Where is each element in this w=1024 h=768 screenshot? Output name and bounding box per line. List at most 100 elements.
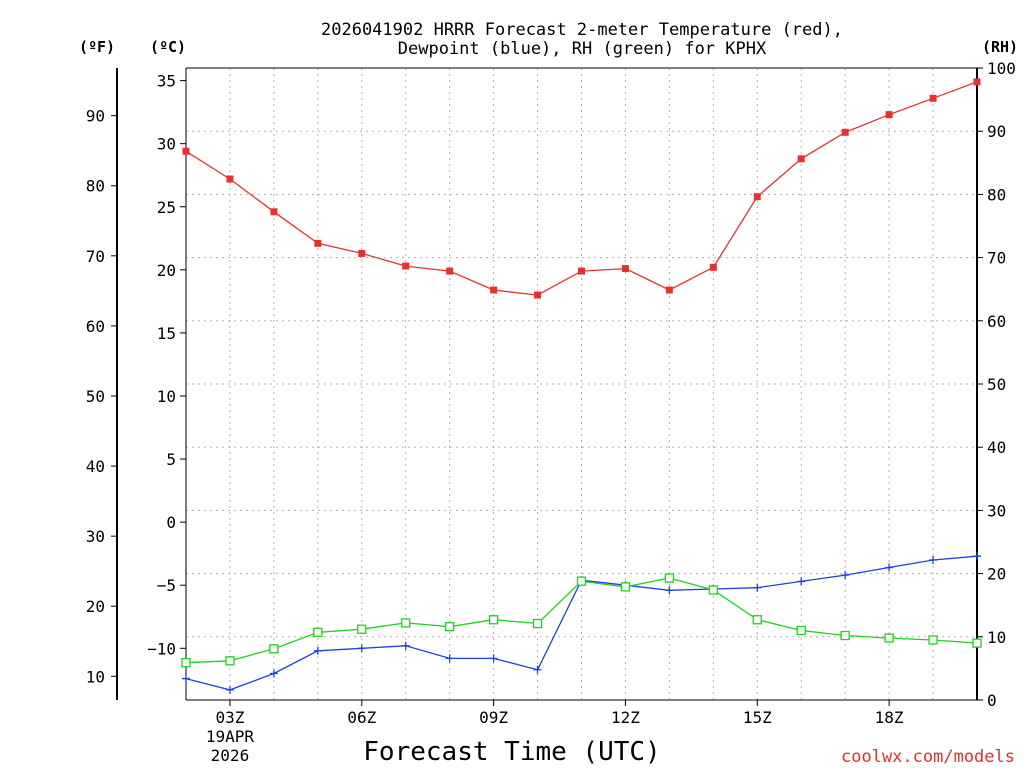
temperature-point-13 bbox=[665, 286, 673, 294]
f-tick-label-90: 90 bbox=[86, 107, 105, 126]
dewpoint-point-7 bbox=[401, 641, 410, 650]
temperature-point-8 bbox=[446, 267, 454, 275]
x-tick-label-3: 03Z bbox=[215, 708, 244, 727]
rh-point-8 bbox=[445, 622, 455, 632]
temperature-point-16 bbox=[797, 155, 805, 163]
temperature-point-3 bbox=[226, 175, 234, 183]
temperature-point-17 bbox=[841, 128, 849, 136]
temperature-point-14 bbox=[709, 263, 717, 271]
temperature-point-4 bbox=[270, 208, 278, 216]
rh-point-17 bbox=[840, 630, 850, 641]
rh-point-11 bbox=[576, 576, 587, 586]
c-tick-label--10: −10 bbox=[147, 639, 176, 658]
rh-tick-label-70: 70 bbox=[987, 249, 1006, 268]
x-tick-date: 19APR bbox=[206, 727, 255, 746]
f-tick-label-70: 70 bbox=[86, 247, 105, 266]
f-tick-label-50: 50 bbox=[86, 387, 105, 406]
rh-tick-label-0: 0 bbox=[987, 691, 997, 710]
rh-point-4 bbox=[269, 644, 279, 654]
temperature-point-5 bbox=[314, 239, 322, 247]
temperature-point-7 bbox=[402, 262, 410, 270]
f-tick-label-80: 80 bbox=[86, 177, 105, 196]
rh-point-14 bbox=[708, 585, 718, 595]
f-tick-label-30: 30 bbox=[86, 527, 105, 546]
dewpoint-point-17 bbox=[841, 571, 850, 580]
c-tick-label-30: 30 bbox=[157, 135, 176, 154]
unit-celsius: (ºC) bbox=[150, 38, 186, 56]
dewpoint-point-10 bbox=[533, 665, 542, 674]
credit-label: coolwx.com/models bbox=[841, 747, 1015, 767]
rh-point-20 bbox=[972, 638, 982, 648]
rh-point-13 bbox=[664, 573, 675, 583]
dewpoint-point-20 bbox=[973, 552, 981, 561]
dewpoint-point-8 bbox=[445, 654, 454, 663]
dewpoint-point-2 bbox=[182, 674, 190, 683]
rh-point-5 bbox=[313, 627, 323, 638]
dewpoint-point-6 bbox=[357, 644, 366, 653]
chart-subtitle: Dewpoint (blue), RH (green) for KPHX bbox=[398, 39, 767, 59]
data-series bbox=[181, 78, 982, 694]
rh-point-2 bbox=[181, 658, 191, 668]
temperature-point-11 bbox=[578, 267, 585, 275]
unit-fahrenheit: (ºF) bbox=[79, 38, 115, 56]
dewpoint-point-9 bbox=[489, 654, 498, 663]
rh-point-6 bbox=[357, 624, 367, 634]
dewpoint-point-5 bbox=[313, 646, 322, 655]
rh-tick-label-20: 20 bbox=[987, 565, 1006, 584]
rh-tick-label-30: 30 bbox=[987, 501, 1006, 520]
rh-point-3 bbox=[225, 656, 235, 666]
c-tick-label-5: 5 bbox=[166, 450, 176, 469]
rh-tick-label-80: 80 bbox=[987, 185, 1006, 204]
c-tick-label-35: 35 bbox=[157, 72, 176, 91]
dewpoint-point-4 bbox=[269, 669, 278, 678]
dewpoint-point-3 bbox=[225, 685, 234, 694]
c-tick-label-10: 10 bbox=[157, 387, 176, 406]
temperature-point-2 bbox=[182, 147, 190, 155]
chart-title: 2026041902 HRRR Forecast 2-meter Tempera… bbox=[321, 20, 843, 40]
f-tick-label-60: 60 bbox=[86, 317, 105, 336]
dewpoint-point-18 bbox=[885, 563, 894, 572]
f-tick-label-10: 10 bbox=[86, 667, 105, 686]
x-tick-label-9: 09Z bbox=[479, 708, 508, 727]
c-tick-label-25: 25 bbox=[157, 198, 176, 217]
dewpoint-point-16 bbox=[797, 577, 806, 586]
c-tick-label-15: 15 bbox=[157, 324, 176, 343]
x-tick-label-6: 06Z bbox=[347, 708, 376, 727]
c-tick-label--5: −5 bbox=[157, 576, 176, 595]
rh-tick-label-60: 60 bbox=[987, 312, 1006, 331]
rh-tick-label-10: 10 bbox=[987, 628, 1006, 647]
x-tick-label-12: 12Z bbox=[611, 708, 640, 727]
c-tick-label-0: 0 bbox=[166, 513, 176, 532]
f-tick-label-20: 20 bbox=[86, 597, 105, 616]
rh-point-18 bbox=[884, 633, 894, 643]
unit-rh: (RH) bbox=[982, 38, 1018, 56]
rh-point-10 bbox=[532, 618, 543, 629]
x-tick-label-18: 18Z bbox=[875, 708, 904, 727]
rh-point-16 bbox=[796, 625, 806, 636]
x-tick-label-15: 15Z bbox=[743, 708, 772, 727]
temperature-point-19 bbox=[929, 94, 937, 102]
temperature-point-12 bbox=[621, 265, 629, 273]
temperature-point-9 bbox=[490, 286, 498, 294]
rh-point-9 bbox=[488, 615, 499, 625]
x-axis-label: Forecast Time (UTC) bbox=[363, 737, 660, 767]
rh-tick-label-90: 90 bbox=[987, 122, 1006, 141]
rh-tick-label-50: 50 bbox=[987, 375, 1006, 394]
temperature-point-20 bbox=[973, 78, 981, 86]
temperature-point-18 bbox=[885, 111, 893, 119]
rh-point-19 bbox=[928, 635, 938, 645]
dewpoint-point-19 bbox=[929, 555, 938, 564]
rh-tick-label-100: 100 bbox=[987, 59, 1016, 78]
dewpoint-point-15 bbox=[753, 583, 762, 592]
dewpoint-point-13 bbox=[665, 586, 674, 595]
temperature-point-10 bbox=[534, 291, 542, 299]
c-tick-label-20: 20 bbox=[157, 261, 176, 280]
temperature-point-6 bbox=[358, 249, 366, 257]
rh-tick-label-40: 40 bbox=[987, 438, 1006, 457]
f-tick-label-40: 40 bbox=[86, 457, 105, 476]
x-tick-year: 2026 bbox=[211, 746, 250, 765]
axes: 35302520151050−5−10908070605040302010100… bbox=[86, 59, 1016, 710]
rh-point-12 bbox=[620, 582, 631, 592]
